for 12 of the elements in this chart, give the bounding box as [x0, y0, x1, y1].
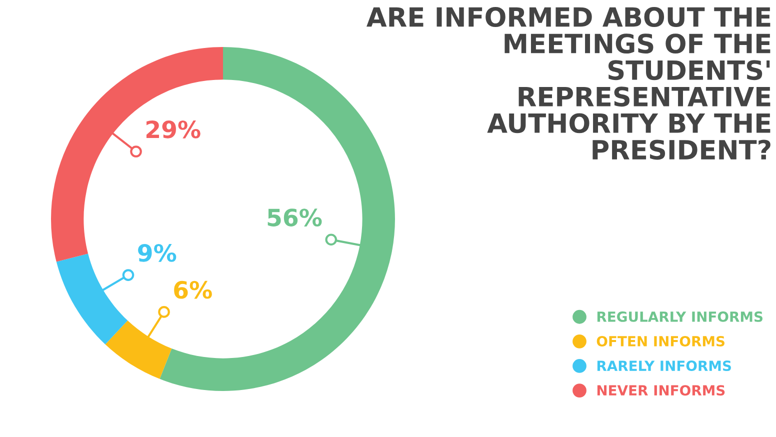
legend-label: OFTEN INFORMS [596, 336, 724, 346]
donut-slice [56, 254, 128, 344]
data-label: 29% [146, 120, 200, 138]
legend-label: REGULARLY INFORMS [597, 311, 762, 322]
data-label: 6% [174, 280, 212, 299]
donut-slice [51, 47, 223, 262]
legend-label: RARELY INFORMS [597, 360, 731, 372]
legend-label: NEVER INFORMS [597, 385, 725, 396]
data-label: 56% [268, 208, 322, 226]
donut-slice [105, 320, 172, 379]
data-label: 9% [138, 244, 176, 262]
text: ARE INFORMED ABOUT THE MEETINGS OF THE STUDENTS' REPRESENTATIVE AUTHORITY BY THE PRESIDENT? [366, 7, 770, 160]
